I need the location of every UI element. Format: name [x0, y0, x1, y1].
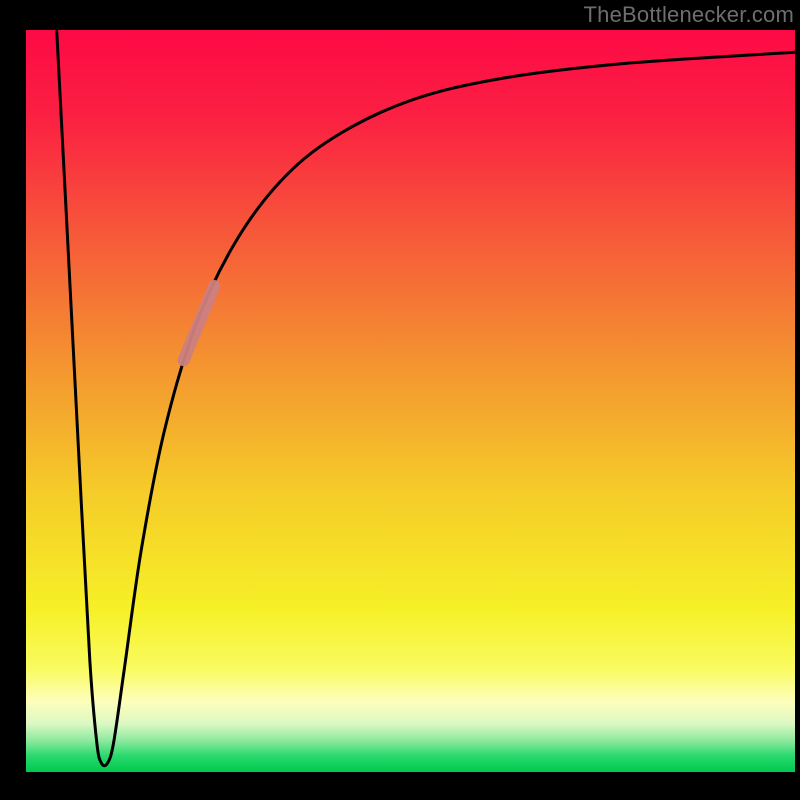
bottleneck-curve-chart [0, 0, 800, 800]
watermark-label: TheBottlenecker.com [584, 2, 794, 28]
chart-plot-background [26, 30, 795, 772]
chart-container: TheBottlenecker.com [0, 0, 800, 800]
